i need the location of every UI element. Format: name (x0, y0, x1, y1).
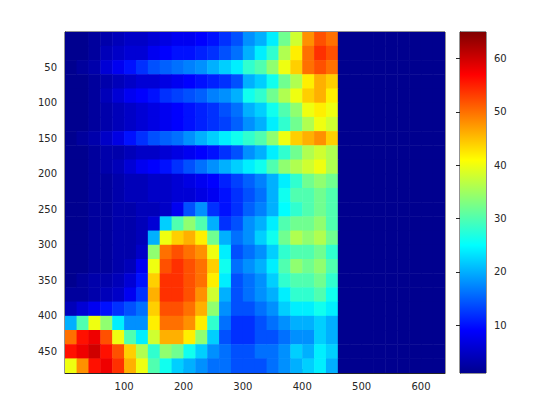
svg-text:10: 10 (494, 320, 507, 331)
svg-text:40: 40 (494, 160, 507, 171)
svg-text:200: 200 (38, 168, 57, 179)
svg-text:250: 250 (38, 204, 57, 215)
svg-text:100: 100 (115, 381, 134, 392)
svg-text:600: 600 (411, 381, 430, 392)
svg-text:350: 350 (38, 275, 57, 286)
svg-text:30: 30 (494, 213, 507, 224)
svg-text:50: 50 (494, 106, 507, 117)
svg-text:20: 20 (494, 266, 507, 277)
svg-text:150: 150 (38, 133, 57, 144)
svg-text:300: 300 (233, 381, 252, 392)
svg-text:450: 450 (38, 346, 57, 357)
svg-text:400: 400 (293, 381, 312, 392)
svg-text:200: 200 (174, 381, 193, 392)
svg-text:100: 100 (38, 97, 57, 108)
svg-text:50: 50 (44, 62, 57, 73)
svg-text:300: 300 (38, 239, 57, 250)
svg-text:500: 500 (352, 381, 371, 392)
svg-text:60: 60 (494, 53, 507, 64)
svg-text:400: 400 (38, 310, 57, 321)
